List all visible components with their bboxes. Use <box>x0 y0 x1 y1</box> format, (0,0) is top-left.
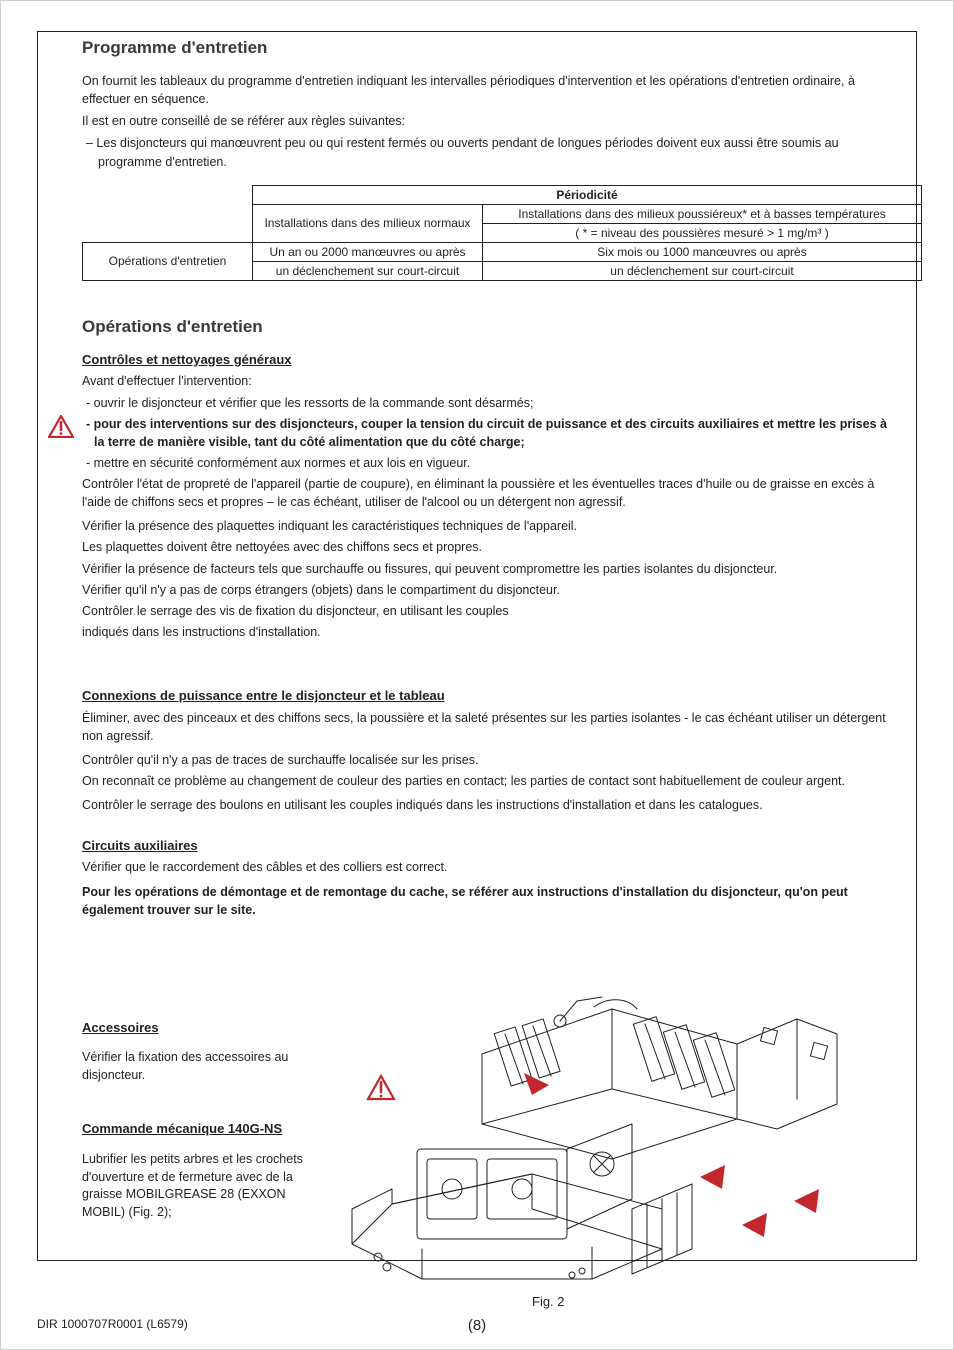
q3: On reconnaît ce problème au changement d… <box>82 772 898 790</box>
page: Programme d'entretien On fournit les tab… <box>0 0 954 1350</box>
table-row-label: Opérations d'entretien <box>83 242 253 280</box>
table-empty <box>83 185 253 204</box>
intro-1: On fournit les tableaux du programme d'e… <box>82 72 898 108</box>
figure-label: Fig. 2 <box>532 1294 565 1309</box>
table-cell-a2: un déclenchement sur court-circuit <box>253 261 483 280</box>
table-col-b2: ( * = niveau des poussières mesuré > 1 m… <box>483 223 922 242</box>
warning-icon <box>48 415 74 438</box>
table-header-period: Périodicité <box>253 185 922 204</box>
table-col-a: Installations dans des milieux normaux <box>253 204 483 242</box>
intro-bullet: – Les disjoncteurs qui manœuvrent peu ou… <box>82 134 898 170</box>
figure-warning-icon <box>368 1076 394 1099</box>
commande-block: Commande mécanique 140G-NS Lubrifier les… <box>82 1120 332 1221</box>
footer-page-number: (8) <box>1 1317 953 1334</box>
p4: Les plaquettes doivent être nettoyées av… <box>82 538 898 556</box>
p7: Contrôler le serrage des vis de fixation… <box>82 602 898 620</box>
figure-2-illustration <box>332 949 872 1299</box>
table-cell-a1: Un an ou 2000 manœuvres ou après <box>253 242 483 261</box>
page-footer: DIR 1000707R0001 (L6579) (8) <box>1 1317 953 1331</box>
li3: - mettre en sécurité conformément aux no… <box>82 454 898 472</box>
left-a1: Vérifier la fixation des accessoires au … <box>82 1049 332 1084</box>
li1: - ouvrir le disjoncteur et vérifier que … <box>82 394 898 412</box>
periodicity-table: Périodicité Installations dans des milie… <box>82 185 922 281</box>
p1: Avant d'effectuer l'intervention: <box>82 372 898 390</box>
left-b1: Lubrifier les petits arbres et les croch… <box>82 1151 332 1221</box>
section2-title: Opérations d'entretien <box>82 317 898 337</box>
left-column: Accessoires Vérifier la fixation des acc… <box>82 959 332 1234</box>
two-columns: Accessoires Vérifier la fixation des acc… <box>82 959 898 1319</box>
p6: Vérifier qu'il n'y a pas de corps étrang… <box>82 581 898 599</box>
q2: Contrôler qu'il n'y a pas de traces de s… <box>82 751 898 769</box>
p2: Contrôler l'état de propreté de l'appare… <box>82 475 898 511</box>
p8: indiqués dans les instructions d'install… <box>82 623 898 641</box>
r2: Pour les opérations de démontage et de r… <box>82 883 898 919</box>
subhead-2: Connexions de puissance entre le disjonc… <box>82 687 898 706</box>
section1-title: Programme d'entretien <box>82 38 898 58</box>
figure-column: Fig. 2 <box>332 959 898 1319</box>
table-cell-b2: un déclenchement sur court-circuit <box>483 261 922 280</box>
table-empty <box>83 223 253 242</box>
r1: Vérifier que le raccordement des câbles … <box>82 858 898 876</box>
subhead-1: Contrôles et nettoyages généraux <box>82 351 898 370</box>
left-sub2: Commande mécanique 140G-NS <box>82 1120 332 1138</box>
p3: Vérifier la présence des plaquettes indi… <box>82 517 898 535</box>
warning-row: - pour des interventions sur des disjonc… <box>82 415 898 451</box>
table-col-b1: Installations dans des milieux poussiére… <box>483 204 922 223</box>
table-empty <box>83 204 253 223</box>
subhead-3: Circuits auxiliaires <box>82 837 898 856</box>
block-circuits: Circuits auxiliaires Vérifier que le rac… <box>82 837 898 919</box>
li2: - pour des interventions sur des disjonc… <box>82 415 898 451</box>
intro-2: Il est en outre conseillé de se référer … <box>82 112 898 130</box>
content-frame: Programme d'entretien On fournit les tab… <box>37 31 917 1261</box>
accessoires-block: Accessoires Vérifier la fixation des acc… <box>82 1019 332 1085</box>
block-controles: Contrôles et nettoyages généraux Avant d… <box>82 351 898 641</box>
table-cell-b1: Six mois ou 1000 manœuvres ou après <box>483 242 922 261</box>
block-connexions: Connexions de puissance entre le disjonc… <box>82 687 898 814</box>
left-sub1: Accessoires <box>82 1019 332 1037</box>
q1: Éliminer, avec des pinceaux et des chiff… <box>82 709 898 745</box>
q4: Contrôler le serrage des boulons en util… <box>82 796 898 814</box>
p5: Vérifier la présence de facteurs tels qu… <box>82 560 898 578</box>
